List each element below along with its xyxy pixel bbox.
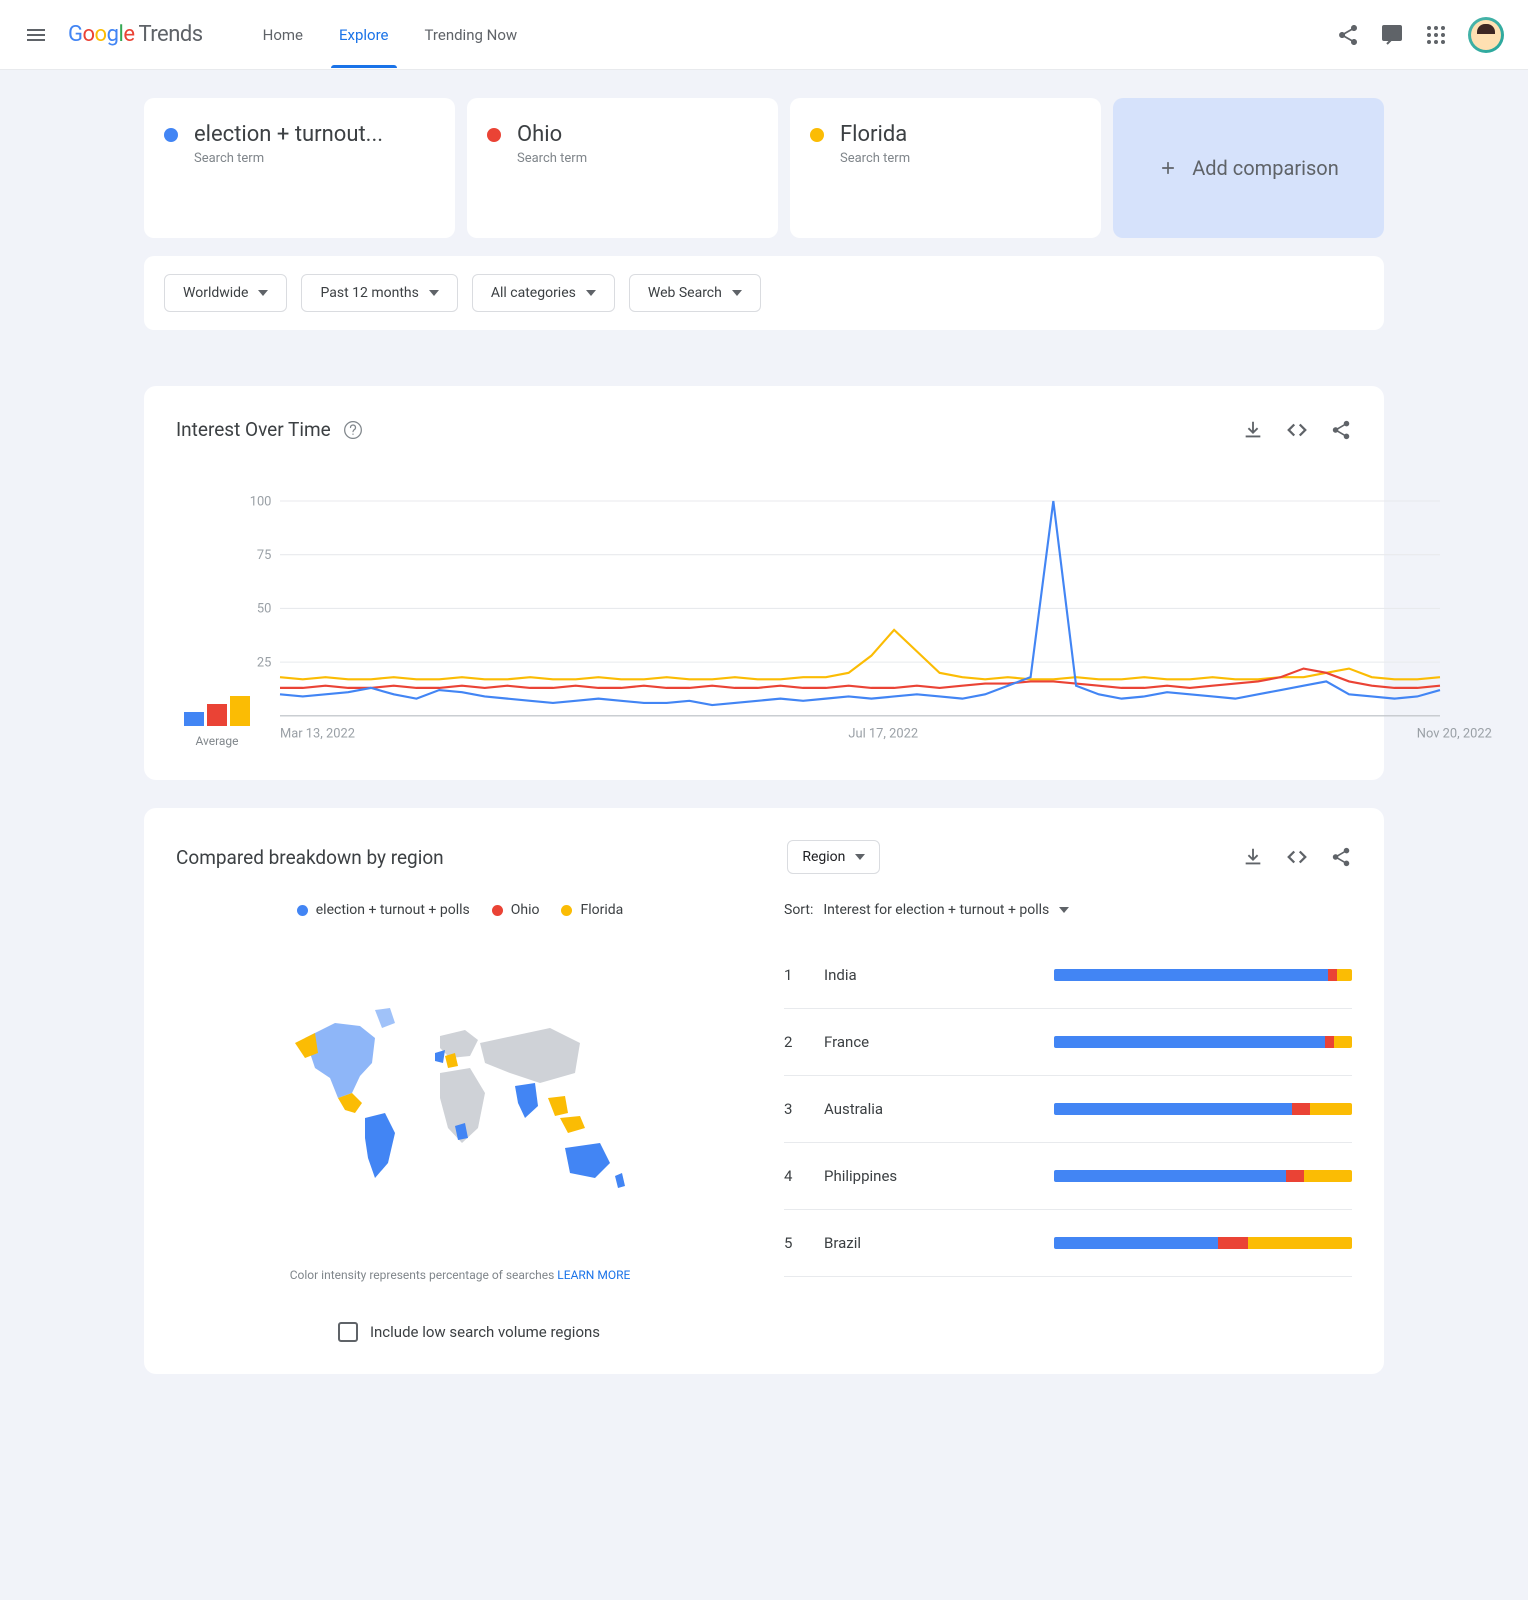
menu-icon[interactable] [24,23,48,47]
avatar[interactable] [1468,17,1504,53]
share-card-icon[interactable] [1330,419,1352,441]
search-terms-row: election + turnout... Search term Ohio S… [144,70,1384,256]
term-dot [487,128,501,142]
term-sub: Search term [840,151,1081,166]
region-name: Australia [824,1100,1034,1118]
filter-time[interactable]: Past 12 months [301,274,457,312]
embed-icon[interactable] [1286,419,1308,441]
term-title: Ohio [517,122,758,147]
region-name: Philippines [824,1167,1034,1185]
checkbox-icon [338,1322,358,1342]
region-row[interactable]: 3 Australia [784,1076,1352,1143]
svg-text:Jul 17, 2022: Jul 17, 2022 [848,726,918,741]
low-volume-checkbox[interactable]: Include low search volume regions [320,1322,600,1342]
embed-icon[interactable] [1286,846,1308,868]
term-card-1[interactable]: Ohio Search term [467,98,778,238]
filters-bar: Worldwide Past 12 months All categories … [144,256,1384,330]
term-sub: Search term [517,151,758,166]
share-card-icon[interactable] [1330,846,1352,868]
svg-text:50: 50 [257,602,271,617]
legend: election + turnout + polls Ohio Florida [297,902,624,918]
feedback-icon[interactable] [1380,23,1404,47]
nav-explore[interactable]: Explore [339,2,389,68]
learn-more-link[interactable]: LEARN MORE [557,1268,630,1282]
term-sub: Search term [194,151,435,166]
term-card-0[interactable]: election + turnout... Search term [144,98,455,238]
svg-text:100: 100 [250,494,272,509]
legend-item: Ohio [492,902,540,918]
region-row[interactable]: 1 India [784,942,1352,1009]
average-bars: Average [184,686,250,748]
region-row[interactable]: 2 France [784,1009,1352,1076]
region-bar [1054,1237,1352,1249]
download-icon[interactable] [1242,419,1264,441]
nav-home[interactable]: Home [263,2,303,68]
svg-text:25: 25 [257,655,271,670]
app-header: Google Trends Home Explore Trending Now [0,0,1528,70]
region-row[interactable]: 5 Brazil [784,1210,1352,1277]
term-dot [810,128,824,142]
help-icon[interactable] [343,420,363,440]
download-icon[interactable] [1242,846,1264,868]
interest-over-time-card: Interest Over Time Average 25 50 75 100 Mar … [144,386,1384,780]
filter-geo[interactable]: Worldwide [164,274,287,312]
region-rank: 1 [784,966,804,984]
region-rank: 5 [784,1234,804,1252]
svg-text:Nov 20, 2022: Nov 20, 2022 [1417,726,1492,741]
svg-text:Mar 13, 2022: Mar 13, 2022 [280,726,355,741]
avg-bar [230,696,250,726]
legend-item: election + turnout + polls [297,902,470,918]
sort-selector[interactable]: Sort: Interest for election + turnout + … [784,902,1352,918]
logo[interactable]: Google Trends [68,22,203,47]
filter-search-type[interactable]: Web Search [629,274,761,312]
region-rank: 4 [784,1167,804,1185]
term-title: election + turnout... [194,122,435,147]
share-icon[interactable] [1336,23,1360,47]
region-breakdown-card: Compared breakdown by region Region elec… [144,808,1384,1374]
region-name: Brazil [824,1234,1034,1252]
region-row[interactable]: 4 Philippines [784,1143,1352,1210]
region-rank: 2 [784,1033,804,1051]
region-bar [1054,1036,1352,1048]
apps-icon[interactable] [1424,23,1448,47]
nav-trending[interactable]: Trending Now [425,2,518,68]
world-map [290,988,630,1208]
region-rank: 3 [784,1100,804,1118]
term-title: Florida [840,122,1081,147]
add-comparison-button[interactable]: Add comparison [1113,98,1384,238]
region-dropdown[interactable]: Region [787,840,880,874]
legend-item: Florida [561,902,623,918]
term-card-2[interactable]: Florida Search term [790,98,1101,238]
region-name: France [824,1033,1034,1051]
avg-bar [184,712,204,726]
avg-bar [207,704,227,726]
region-name: India [824,966,1034,984]
line-chart: 255075100Mar 13, 2022Jul 17, 2022Nov 20,… [280,501,1440,748]
plus-icon [1158,158,1178,178]
term-dot [164,128,178,142]
map-note: Color intensity represents percentage of… [290,1268,631,1282]
main-nav: Home Explore Trending Now [263,2,518,68]
filter-category[interactable]: All categories [472,274,615,312]
svg-text:75: 75 [257,548,271,563]
header-actions [1336,17,1504,53]
region-bar [1054,1170,1352,1182]
interest-title: Interest Over Time [176,418,331,441]
region-title: Compared breakdown by region [176,846,444,869]
region-bar [1054,969,1352,981]
region-bar [1054,1103,1352,1115]
